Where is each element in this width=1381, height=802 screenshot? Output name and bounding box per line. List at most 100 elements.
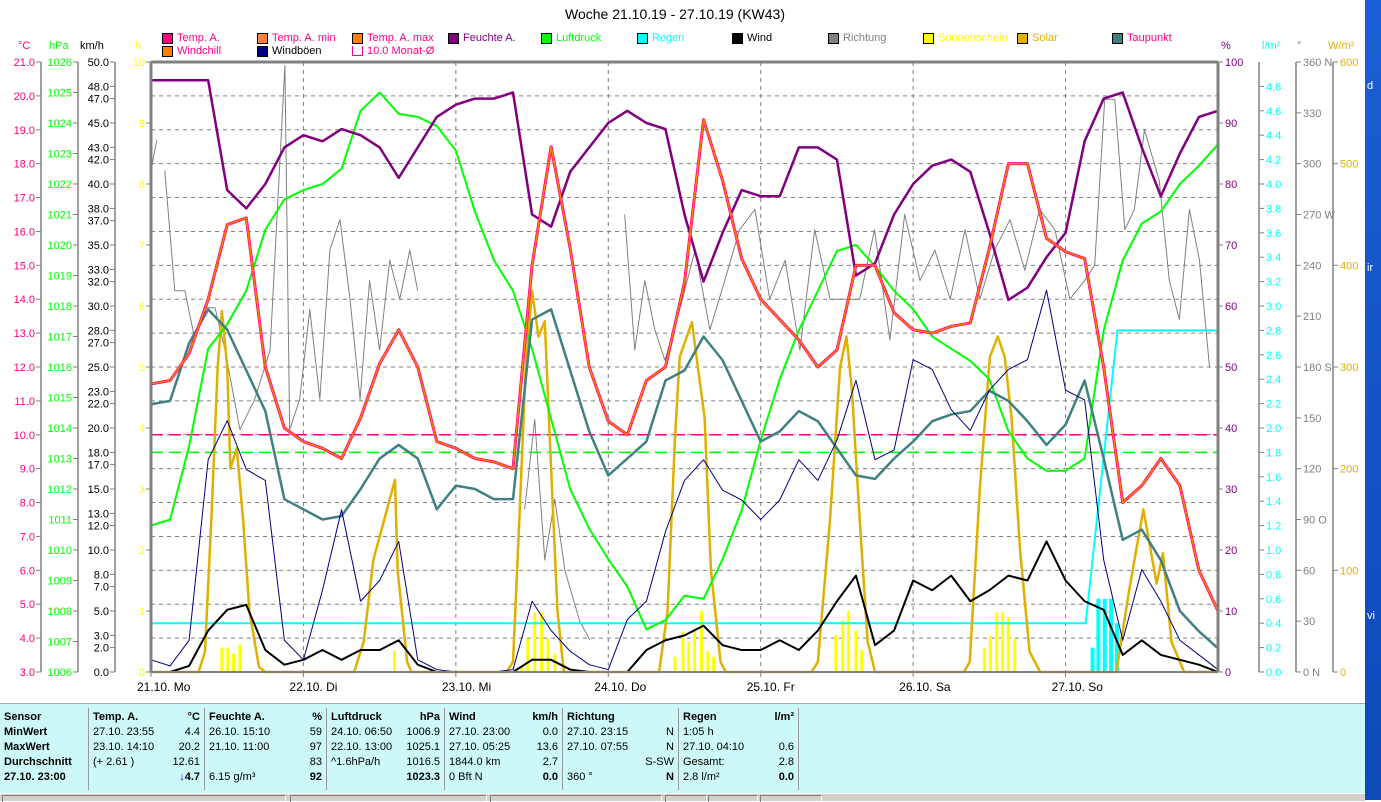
rain-axis-tick-label: 2.4 bbox=[1266, 374, 1281, 386]
direction-axis-tick-label: 240 bbox=[1303, 260, 1321, 272]
stats-value-text: 0.0 bbox=[542, 771, 558, 783]
legend-item: Windchill bbox=[162, 45, 221, 57]
wind-unit-label: km/h bbox=[80, 40, 104, 52]
stats-row: 27.10. 05:25 13.6 bbox=[449, 741, 558, 756]
legend-label: Regen bbox=[652, 32, 685, 44]
stats-label: 6.15 g/m³ bbox=[209, 771, 256, 783]
legend-label: Feuchte A. bbox=[463, 32, 516, 44]
stats-row: ^1.6hPa/h 1016.5 bbox=[331, 756, 440, 771]
stats-value-text: % bbox=[312, 711, 322, 723]
temp-axis-tick-label: 4.0 bbox=[20, 633, 35, 645]
status-panel bbox=[665, 795, 707, 802]
temp-a-line bbox=[150, 118, 1220, 612]
stats-row: 0 Bft N 0.0 bbox=[449, 771, 558, 786]
legend-label: Sonnenschein bbox=[938, 32, 1008, 44]
wind-line bbox=[151, 540, 1219, 673]
legend-swatch bbox=[1017, 32, 1028, 44]
weather-chart: 21.020.019.018.017.016.015.014.013.012.0… bbox=[14, 57, 1359, 694]
pressure-axis-tick-label: 1015 bbox=[48, 393, 72, 405]
stats-label: MinWert bbox=[4, 726, 48, 738]
sunshine-bar bbox=[983, 647, 987, 672]
sunshine-bar bbox=[1006, 617, 1010, 672]
status-panel bbox=[290, 795, 487, 802]
rain-axis-tick-label: 0.0 bbox=[1266, 667, 1281, 679]
stats-label: 27.10. 23:15 bbox=[567, 726, 629, 738]
sunshine-bar bbox=[546, 638, 550, 672]
wind-axis-tick-label: 12.0 bbox=[88, 521, 109, 533]
pressure-axis-tick-label: 1022 bbox=[48, 179, 72, 191]
stats-label: 0 Bft N bbox=[449, 771, 483, 783]
humidity-axis-tick-label: 10 bbox=[1225, 606, 1237, 618]
sunshine-bar bbox=[1001, 612, 1005, 672]
direction-axis-tick-label: 90 O bbox=[1303, 515, 1327, 527]
stats-value: 1006.9 bbox=[406, 726, 440, 741]
stats-label: Regen bbox=[683, 711, 717, 723]
stats-row: 27.10. 04:10 0.6 bbox=[683, 741, 794, 756]
x-tick-label: 27.10. So bbox=[1052, 680, 1104, 694]
solar-axis-tick-label: 300 bbox=[1340, 362, 1358, 374]
humidity-axis-tick-label: 100 bbox=[1225, 57, 1243, 69]
chart-title: Woche 21.10.19 - 27.10.19 (KW43) bbox=[565, 6, 785, 22]
sunshine-bar bbox=[693, 630, 697, 672]
stats-value: N bbox=[666, 771, 674, 786]
sunshine-bar bbox=[712, 656, 716, 672]
stats-label: Temp. A. bbox=[93, 711, 139, 723]
pressure-unit-label: hPa bbox=[49, 40, 69, 52]
humidity-axis-tick-label: 40 bbox=[1225, 423, 1237, 435]
solar-axis-tick-label: 600 bbox=[1340, 57, 1358, 69]
rain-axis-tick-label: 3.0 bbox=[1266, 301, 1281, 313]
legend-swatch bbox=[1112, 32, 1123, 44]
stats-column: Luftdruck hPa 24.10. 06:50 1006.9 22.10. 13:… bbox=[327, 708, 445, 790]
wind-axis-tick-label: 5.0 bbox=[94, 606, 109, 618]
wind-axis-tick-label: 35.0 bbox=[88, 240, 109, 252]
sunshine-bar bbox=[232, 653, 236, 672]
stats-value-text: 4.7 bbox=[184, 771, 200, 783]
stats-value-text: 20.2 bbox=[178, 741, 200, 753]
temp-axis-tick-label: 10.0 bbox=[14, 430, 35, 442]
stats-row: 27.10. 23:15 N bbox=[567, 726, 674, 741]
legend-label: Richtung bbox=[843, 32, 887, 44]
legend-label: Temp. A. min bbox=[272, 32, 336, 44]
legend-swatch bbox=[448, 32, 459, 44]
direction-axis-tick-label: 180 S bbox=[1303, 362, 1332, 374]
sun-axis-tick-label: 0 bbox=[139, 667, 145, 679]
sunshine-bar bbox=[526, 638, 530, 672]
stats-label: 27.10. 05:25 bbox=[449, 741, 511, 753]
sunshine-bar bbox=[841, 620, 845, 672]
stats-value-text: S-SW bbox=[645, 756, 674, 768]
stats-value: 92 bbox=[310, 771, 322, 786]
legend-item: Temp. A. max bbox=[352, 32, 434, 44]
x-tick-label: 22.10. Di bbox=[289, 680, 337, 694]
temp-max-line bbox=[150, 118, 1219, 612]
taupunkt-line bbox=[150, 308, 1219, 650]
stats-label: Durchschnitt bbox=[4, 756, 72, 768]
trend-down-icon: ↓ bbox=[179, 771, 185, 783]
humidity-axis-tick-label: 90 bbox=[1225, 118, 1237, 130]
status-panel bbox=[490, 795, 662, 802]
pressure-axis-tick-label: 1008 bbox=[48, 606, 72, 618]
rain-axis-tick-label: 2.0 bbox=[1266, 423, 1281, 435]
wind-axis-tick-label: 48.0 bbox=[88, 81, 109, 93]
temp-axis-tick-label: 9.0 bbox=[20, 464, 35, 476]
stats-column: Feuchte A.% 26.10. 15:10 59 21.10. 11:00 97 8… bbox=[205, 708, 327, 790]
sunshine-bar bbox=[540, 612, 544, 672]
humidity-axis-tick-label: 20 bbox=[1225, 545, 1237, 557]
stats-label: Feuchte A. bbox=[209, 711, 265, 723]
wind-axis-tick-label: 17.0 bbox=[88, 460, 109, 472]
stats-row: 24.10. 06:50 1006.9 bbox=[331, 726, 440, 741]
stats-header: Temp. A. °C bbox=[93, 711, 200, 726]
status-panel bbox=[708, 795, 758, 802]
stats-header: Wind km/h bbox=[449, 711, 558, 726]
stats-header: MaxWert bbox=[4, 741, 84, 756]
legend-swatch bbox=[352, 32, 363, 44]
direction-axis-tick-label: 60 bbox=[1303, 565, 1315, 577]
stats-row: Gesamt: 2.8 bbox=[683, 756, 794, 771]
sunshine-bar bbox=[988, 635, 992, 672]
desktop-text-fragment: ir bbox=[1367, 262, 1374, 274]
sunshine-bar bbox=[995, 612, 999, 672]
stats-value-text: 4.4 bbox=[184, 726, 200, 738]
sunshine-bar bbox=[834, 635, 838, 672]
pressure-axis-tick-label: 1024 bbox=[48, 118, 72, 130]
sun-axis-tick-label: 7 bbox=[139, 240, 145, 252]
temp-axis-tick-label: 5.0 bbox=[20, 599, 35, 611]
